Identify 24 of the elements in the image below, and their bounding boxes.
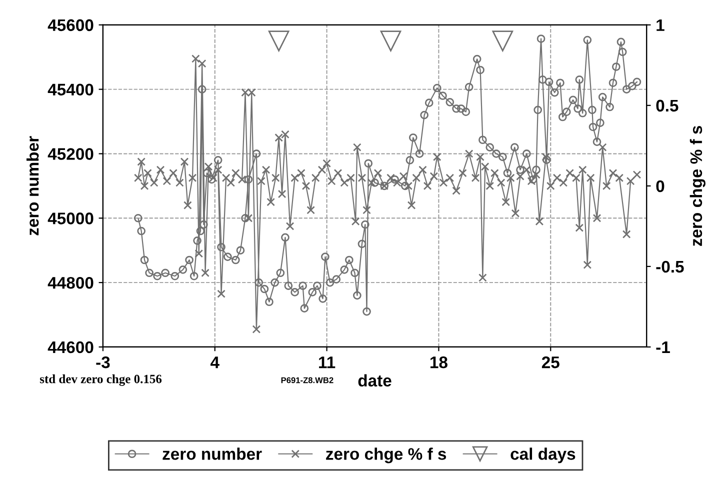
x-tick-label: 25	[542, 356, 560, 368]
y-tick-label: 45200	[48, 148, 94, 160]
y-axis-title: zero number	[26, 136, 39, 236]
legend-label: cal days	[510, 448, 576, 464]
y2-tick-label: -1	[656, 342, 670, 354]
y2-tick-label: 1	[656, 19, 664, 31]
x-axis-title: date	[358, 374, 392, 387]
y-tick-label: 45600	[48, 19, 94, 32]
x-tick-label: 11	[319, 356, 336, 368]
x-tick-label: 4	[210, 356, 220, 368]
text: P691-Z8.WB2	[281, 377, 334, 384]
x-tick-label: 18	[430, 356, 448, 368]
x-tick-label: -3	[96, 356, 110, 368]
y2-tick-label: -0.5	[656, 260, 684, 273]
y-tick-label: 45000	[48, 212, 94, 224]
y2-tick-label: 0.5	[656, 100, 678, 112]
y2-tick-label: 0	[656, 180, 664, 192]
y2-axis-title: zero chge % f s	[690, 126, 706, 246]
y-tick-label: 45400	[48, 84, 94, 96]
legend-label: zero number	[162, 448, 262, 460]
text: std dev zero chge 0.156	[40, 374, 162, 386]
y-tick-label: 44800	[48, 276, 94, 289]
y-tick-label: 44600	[48, 341, 94, 354]
legend-label: zero chge % f s	[326, 448, 446, 464]
